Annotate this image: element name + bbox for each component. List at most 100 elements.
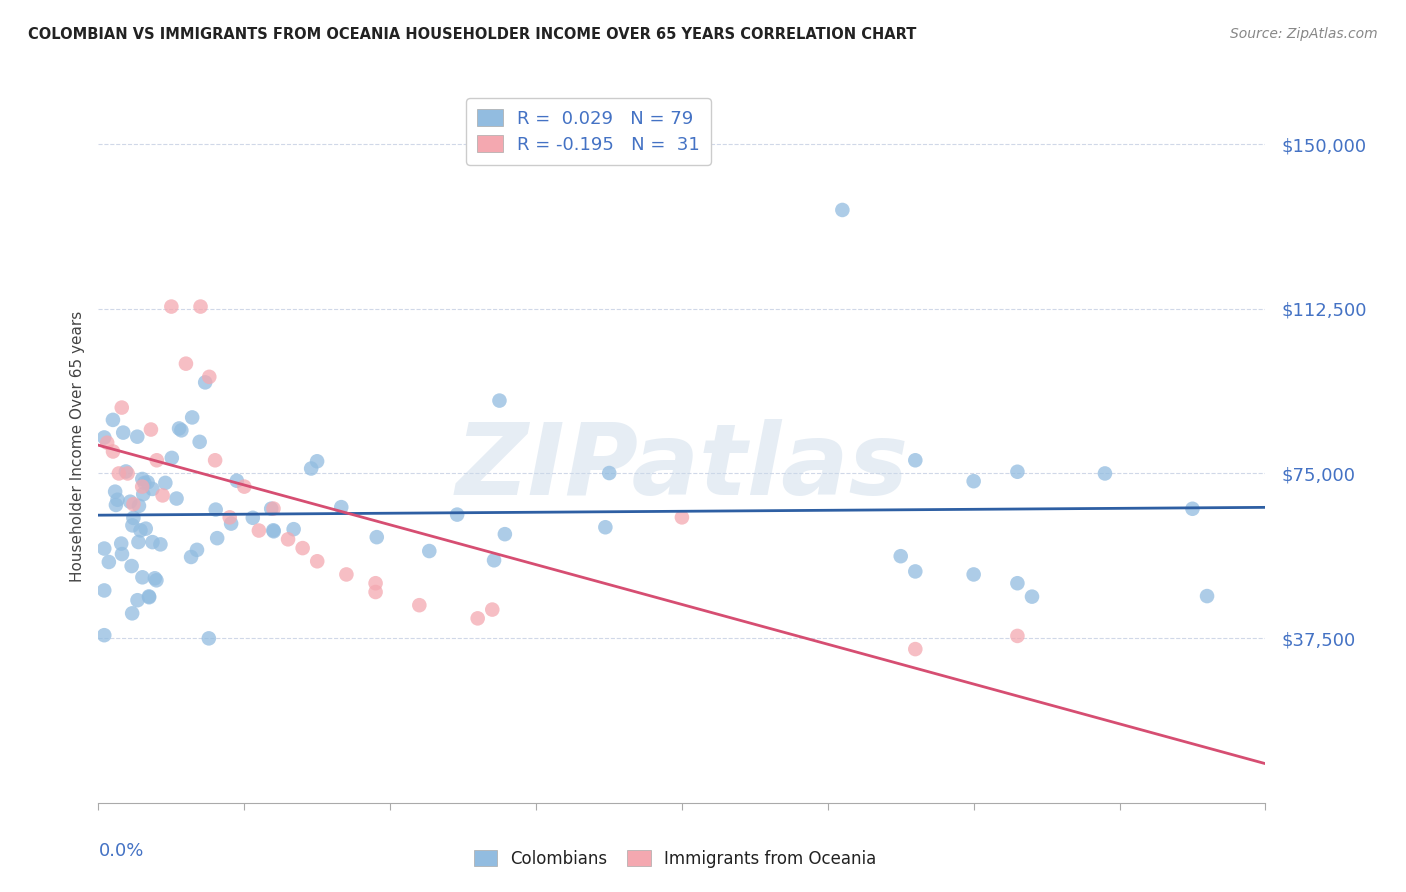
- Point: [180, 549, 202, 564]
- Point: [121, 607, 143, 621]
- Point: [494, 527, 516, 541]
- Y-axis label: Householder Income Over 65 years: Householder Income Over 65 years: [69, 310, 84, 582]
- Point: [904, 565, 927, 579]
- Point: [141, 535, 163, 549]
- Point: [291, 541, 314, 555]
- Point: [260, 501, 283, 516]
- Point: [129, 524, 152, 538]
- Point: [111, 401, 134, 415]
- Point: [247, 524, 270, 538]
- Point: [101, 444, 124, 458]
- Point: [1195, 589, 1218, 603]
- Point: [131, 480, 153, 494]
- Point: [181, 410, 204, 425]
- Point: [307, 554, 329, 568]
- Point: [167, 421, 190, 435]
- Point: [101, 413, 124, 427]
- Point: [204, 453, 226, 467]
- Point: [138, 591, 160, 605]
- Point: [1007, 576, 1029, 591]
- Point: [1007, 629, 1029, 643]
- Point: [335, 567, 357, 582]
- Point: [262, 501, 284, 516]
- Point: [136, 475, 159, 490]
- Point: [146, 453, 169, 467]
- Text: Source: ZipAtlas.com: Source: ZipAtlas.com: [1230, 27, 1378, 41]
- Point: [127, 593, 149, 607]
- Point: [1021, 590, 1043, 604]
- Point: [127, 535, 149, 549]
- Point: [152, 488, 174, 502]
- Point: [160, 300, 183, 314]
- Point: [225, 474, 247, 488]
- Point: [904, 642, 927, 657]
- Point: [194, 376, 217, 390]
- Point: [112, 425, 135, 440]
- Point: [104, 484, 127, 499]
- Point: [595, 520, 617, 534]
- Point: [145, 574, 167, 588]
- Point: [149, 537, 172, 551]
- Point: [188, 434, 211, 449]
- Point: [262, 524, 284, 538]
- Point: [890, 549, 912, 564]
- Point: [904, 453, 927, 467]
- Point: [110, 536, 132, 550]
- Point: [135, 522, 157, 536]
- Point: [166, 491, 188, 506]
- Point: [107, 492, 129, 507]
- Point: [198, 369, 221, 384]
- Point: [97, 555, 120, 569]
- Point: [962, 474, 984, 488]
- Text: COLOMBIAN VS IMMIGRANTS FROM OCEANIA HOUSEHOLDER INCOME OVER 65 YEARS CORRELATIO: COLOMBIAN VS IMMIGRANTS FROM OCEANIA HOU…: [28, 27, 917, 42]
- Point: [115, 465, 138, 479]
- Point: [128, 499, 150, 513]
- Point: [330, 500, 353, 515]
- Text: ZIPatlas: ZIPatlas: [456, 419, 908, 516]
- Point: [283, 522, 305, 536]
- Point: [1007, 465, 1029, 479]
- Point: [204, 502, 226, 516]
- Point: [122, 497, 145, 511]
- Point: [1181, 501, 1204, 516]
- Point: [277, 533, 299, 547]
- Legend: R =  0.029   N = 79, R = -0.195   N =  31: R = 0.029 N = 79, R = -0.195 N = 31: [467, 98, 710, 165]
- Point: [131, 472, 153, 486]
- Point: [117, 467, 139, 481]
- Point: [121, 559, 143, 574]
- Point: [418, 544, 440, 558]
- Point: [364, 585, 387, 599]
- Point: [198, 632, 221, 646]
- Point: [218, 510, 240, 524]
- Point: [174, 357, 197, 371]
- Point: [467, 611, 489, 625]
- Point: [96, 435, 118, 450]
- Text: 0.0%: 0.0%: [98, 842, 143, 860]
- Point: [132, 487, 155, 501]
- Point: [127, 430, 149, 444]
- Point: [671, 510, 693, 524]
- Point: [93, 541, 115, 556]
- Point: [366, 530, 388, 544]
- Point: [299, 461, 322, 475]
- Point: [488, 393, 510, 408]
- Point: [108, 467, 131, 481]
- Point: [307, 454, 329, 468]
- Point: [190, 300, 212, 314]
- Point: [155, 475, 177, 490]
- Legend: Colombians, Immigrants from Oceania: Colombians, Immigrants from Oceania: [467, 844, 883, 875]
- Point: [1094, 467, 1116, 481]
- Point: [408, 598, 430, 612]
- Point: [831, 202, 853, 217]
- Point: [93, 430, 115, 444]
- Point: [233, 480, 256, 494]
- Point: [104, 498, 127, 512]
- Point: [242, 510, 264, 524]
- Point: [121, 518, 143, 533]
- Point: [364, 576, 387, 591]
- Point: [186, 542, 208, 557]
- Point: [111, 547, 134, 561]
- Point: [219, 516, 242, 531]
- Point: [160, 450, 183, 465]
- Point: [143, 571, 166, 585]
